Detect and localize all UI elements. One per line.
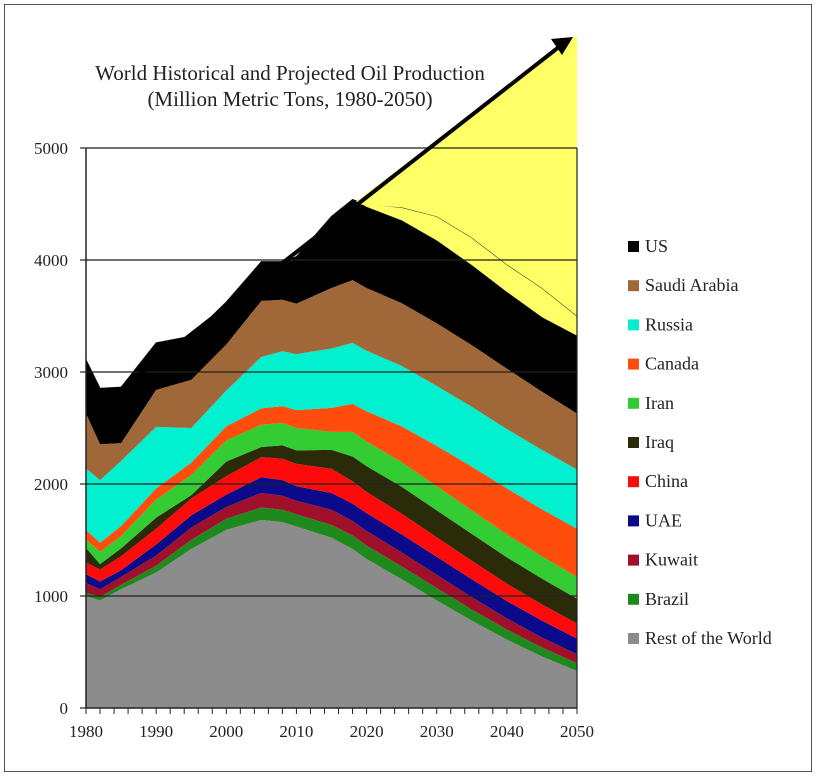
x-tick-label: 2050 <box>560 722 594 741</box>
legend-label: Canada <box>645 354 699 374</box>
legend-swatch <box>628 554 639 566</box>
x-tick-label: 1980 <box>69 722 103 741</box>
projection-region-upper <box>352 35 577 316</box>
y-tick-label: 2000 <box>34 475 68 494</box>
legend-label: Russia <box>645 314 693 334</box>
tick-labels: 0 1000 2000 3000 4000 5000 1980 1990 2000 2010 202… <box>34 139 594 741</box>
trend-arrow-shaft <box>105 41 566 402</box>
axes <box>80 147 578 714</box>
area-saudi-arabia <box>86 280 577 481</box>
legend-label: Brazil <box>645 589 689 609</box>
area-china <box>86 457 577 639</box>
legend-swatch <box>628 633 639 644</box>
legend-swatch <box>628 515 639 527</box>
legend-swatch <box>628 437 639 448</box>
y-tick-label: 5000 <box>34 139 68 158</box>
legend-swatch <box>628 241 639 252</box>
y-tick-label: 1000 <box>34 587 68 606</box>
y-tick-label: 0 <box>60 699 69 718</box>
legend-label: China <box>645 471 688 491</box>
legend-label: Iraq <box>645 432 674 452</box>
x-tick-label: 2020 <box>350 722 384 741</box>
chart-subtitle: (Million Metric Tons, 1980-2050) <box>147 87 433 111</box>
x-tick-label: 2010 <box>279 722 313 741</box>
legend-swatch <box>628 476 639 488</box>
trend-arrow <box>105 37 573 402</box>
legend-label: UAE <box>645 510 682 530</box>
legend-swatch <box>628 280 639 292</box>
legend: US Saudi Arabia Russia Canada Iran Iraq China U… <box>628 236 772 648</box>
grid-lines <box>86 147 577 597</box>
legend-swatch <box>628 593 639 605</box>
legend-label: Rest of the World <box>645 628 772 648</box>
x-tick-label: 2000 <box>209 722 243 741</box>
y-tick-label: 3000 <box>34 363 68 382</box>
trend-arrow-head <box>551 37 573 55</box>
legend-label: Kuwait <box>645 550 698 570</box>
y-tick-label: 4000 <box>34 251 68 270</box>
area-iran <box>86 422 577 599</box>
legend-label: Iran <box>645 393 674 413</box>
area-canada <box>86 403 577 577</box>
area-rest-of-the-world <box>86 519 577 708</box>
chart-title-block: World Historical and Projected Oil Produ… <box>40 60 540 112</box>
legend-swatch <box>628 319 639 331</box>
x-tick-label: 2040 <box>490 722 524 741</box>
area-russia <box>86 342 577 543</box>
chart-title: World Historical and Projected Oil Produ… <box>95 61 485 85</box>
x-tick-label: 2030 <box>420 722 454 741</box>
x-tick-label: 1990 <box>139 722 173 741</box>
legend-label: US <box>645 236 668 256</box>
legend-swatch <box>628 397 639 409</box>
legend-swatch <box>628 358 639 370</box>
legend-label: Saudi Arabia <box>645 275 738 295</box>
